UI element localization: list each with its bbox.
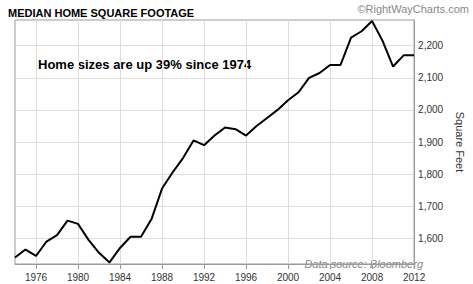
svg-text:2000: 2000 (277, 272, 300, 283)
svg-text:Data source: Bloomberg: Data source: Bloomberg (304, 258, 423, 270)
svg-text:Home sizes are up 39% since 19: Home sizes are up 39% since 1974 (38, 57, 252, 72)
svg-text:1996: 1996 (235, 272, 258, 283)
svg-text:1,900: 1,900 (418, 137, 443, 148)
svg-text:1,600: 1,600 (418, 233, 443, 244)
svg-text:1984: 1984 (109, 272, 132, 283)
svg-text:2,200: 2,200 (418, 40, 443, 51)
svg-text:1992: 1992 (193, 272, 216, 283)
svg-text:1,700: 1,700 (418, 201, 443, 212)
svg-text:2008: 2008 (361, 272, 384, 283)
svg-text:2012: 2012 (403, 272, 426, 283)
svg-text:2004: 2004 (319, 272, 342, 283)
svg-text:1,800: 1,800 (418, 169, 443, 180)
svg-text:1988: 1988 (151, 272, 174, 283)
svg-text:2,000: 2,000 (418, 104, 443, 115)
svg-text:MEDIAN HOME SQUARE FOOTAGE: MEDIAN HOME SQUARE FOOTAGE (8, 7, 194, 19)
svg-text:1976: 1976 (25, 272, 48, 283)
svg-text:©RightWayCharts.com: ©RightWayCharts.com (357, 3, 469, 15)
svg-text:1980: 1980 (67, 272, 90, 283)
svg-text:Square Feet: Square Feet (454, 112, 466, 173)
svg-text:2,100: 2,100 (418, 72, 443, 83)
